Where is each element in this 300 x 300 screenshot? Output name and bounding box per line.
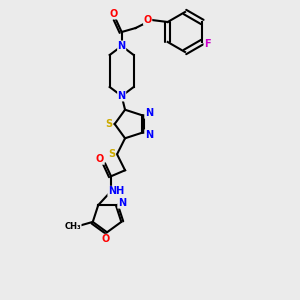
Text: N: N — [118, 91, 126, 101]
Text: N: N — [118, 41, 126, 51]
Text: S: S — [109, 149, 116, 159]
Text: F: F — [204, 39, 211, 49]
Text: N: N — [145, 108, 153, 118]
Text: O: O — [144, 15, 152, 25]
Text: O: O — [102, 234, 110, 244]
Text: NH: NH — [108, 186, 124, 196]
Text: S: S — [105, 119, 112, 129]
Text: O: O — [96, 154, 104, 164]
Text: N: N — [118, 198, 126, 208]
Text: N: N — [145, 130, 153, 140]
Text: O: O — [110, 9, 118, 19]
Text: CH₃: CH₃ — [64, 222, 81, 231]
